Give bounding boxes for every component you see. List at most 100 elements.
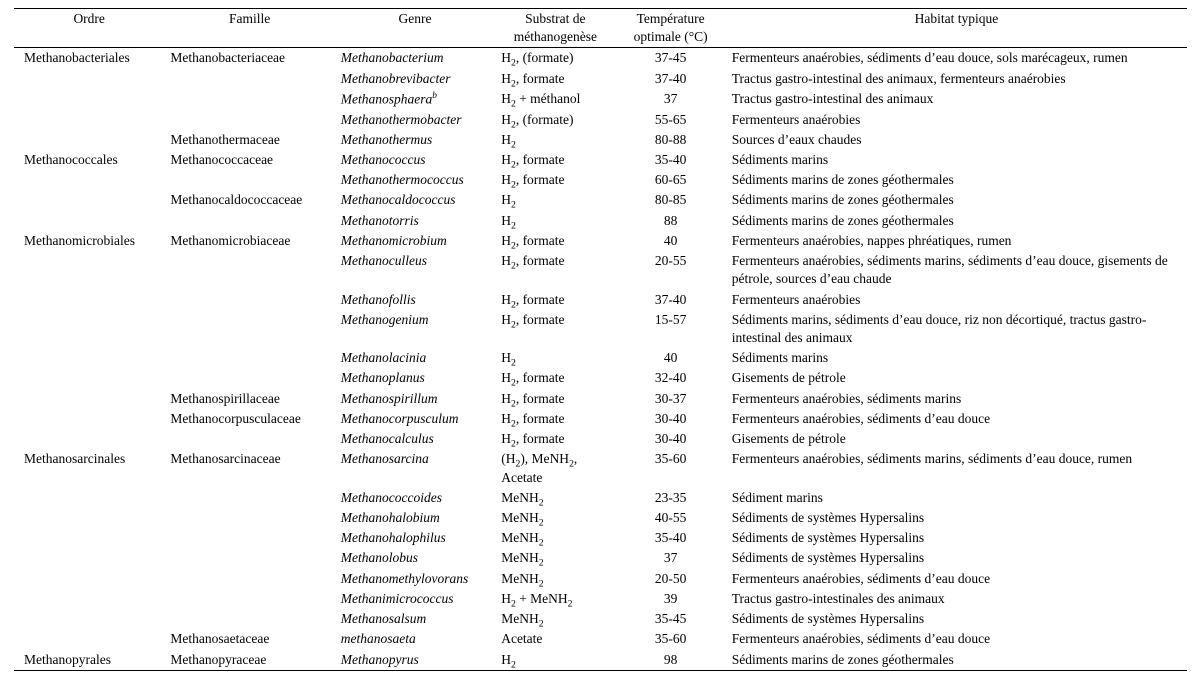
cell-temp: 35-40	[616, 528, 726, 548]
cell-temp: 30-40	[616, 409, 726, 429]
cell-habitat: Sédiment marins	[726, 488, 1187, 508]
cell-genre: Methanotorris	[335, 211, 495, 231]
table-row: MethanospirillaceaeMethanospirillumH2, f…	[14, 389, 1187, 409]
cell-ordre	[14, 310, 164, 348]
cell-famille: Methanospirillaceae	[164, 389, 334, 409]
cell-habitat: Fermenteurs anaérobies, sédiments d’eau …	[726, 409, 1187, 429]
table-row: MethanosaetaceaemethanosaetaAcetate35-60…	[14, 629, 1187, 649]
table-row: MethanoplanusH2, formate32-40Gisements d…	[14, 368, 1187, 388]
cell-famille	[164, 251, 334, 289]
header-genre: Genre	[335, 9, 495, 48]
cell-genre: Methanomicrobium	[335, 231, 495, 251]
cell-habitat: Fermenteurs anaérobies, nappes phréatiqu…	[726, 231, 1187, 251]
cell-temp: 37	[616, 548, 726, 568]
cell-ordre	[14, 569, 164, 589]
cell-temp: 32-40	[616, 368, 726, 388]
cell-habitat: Sédiments marins de zones géothermales	[726, 190, 1187, 210]
table-row: MethanofollisH2, formate37-40Fermenteurs…	[14, 290, 1187, 310]
cell-temp: 15-57	[616, 310, 726, 348]
cell-habitat: Fermenteurs anaérobies	[726, 110, 1187, 130]
cell-famille: Methanobacteriaceae	[164, 48, 334, 69]
methanogen-table: Ordre Famille Genre Substrat de méthanog…	[14, 8, 1187, 671]
cell-ordre	[14, 110, 164, 130]
cell-ordre	[14, 348, 164, 368]
table-row: MethanohalophilusMeNH235-40Sédiments de …	[14, 528, 1187, 548]
table-row: MethanocaldococcaceaeMethanocaldococcusH…	[14, 190, 1187, 210]
cell-substrat: H2 + méthanol	[495, 89, 615, 110]
cell-habitat: Sédiments de systèmes Hypersalins	[726, 528, 1187, 548]
cell-temp: 40	[616, 348, 726, 368]
cell-ordre: Methanococcales	[14, 150, 164, 170]
cell-genre: Methanocorpusculum	[335, 409, 495, 429]
header-substrat-bot: méthanogenèse	[514, 29, 597, 44]
cell-genre: Methanoplanus	[335, 368, 495, 388]
cell-substrat: H2, formate	[495, 69, 615, 89]
cell-famille	[164, 211, 334, 231]
cell-ordre	[14, 211, 164, 231]
header-ordre: Ordre	[14, 9, 164, 48]
cell-genre: Methanothermococcus	[335, 170, 495, 190]
cell-genre: Methanothermobacter	[335, 110, 495, 130]
cell-ordre	[14, 508, 164, 528]
cell-genre: Methanococcus	[335, 150, 495, 170]
cell-substrat: H2, formate	[495, 170, 615, 190]
cell-substrat: H2	[495, 190, 615, 210]
cell-substrat: H2, formate	[495, 310, 615, 348]
cell-habitat: Sédiments marins	[726, 348, 1187, 368]
cell-genre: Methanohalobium	[335, 508, 495, 528]
cell-genre: methanosaeta	[335, 629, 495, 649]
cell-habitat: Fermenteurs anaérobies	[726, 290, 1187, 310]
cell-ordre	[14, 629, 164, 649]
cell-genre: Methanobrevibacter	[335, 69, 495, 89]
cell-habitat: Fermenteurs anaérobies, sédiments d’eau …	[726, 48, 1187, 69]
cell-ordre	[14, 488, 164, 508]
header-row: Ordre Famille Genre Substrat de méthanog…	[14, 9, 1187, 48]
cell-genre: Methanosarcina	[335, 449, 495, 487]
cell-habitat: Sédiments marins de zones géothermales	[726, 211, 1187, 231]
cell-temp: 37	[616, 89, 726, 110]
cell-ordre	[14, 130, 164, 150]
taxonomy-table-page: Ordre Famille Genre Substrat de méthanog…	[0, 0, 1201, 685]
cell-habitat: Fermenteurs anaérobies, sédiments marins	[726, 389, 1187, 409]
cell-genre: Methanohalophilus	[335, 528, 495, 548]
table-row: MethanosarcinalesMethanosarcinaceaeMetha…	[14, 449, 1187, 487]
cell-substrat: (H2), MeNH2, Acetate	[495, 449, 615, 487]
cell-substrat: H2 + MeNH2	[495, 589, 615, 609]
cell-genre: Methanofollis	[335, 290, 495, 310]
cell-substrat: MeNH2	[495, 548, 615, 568]
cell-substrat: Acetate	[495, 629, 615, 649]
table-row: MethanolaciniaH240Sédiments marins	[14, 348, 1187, 368]
cell-habitat: Gisements de pétrole	[726, 429, 1187, 449]
cell-habitat: Sédiments de systèmes Hypersalins	[726, 508, 1187, 528]
cell-temp: 20-55	[616, 251, 726, 289]
cell-habitat: Sédiments de systèmes Hypersalins	[726, 548, 1187, 568]
cell-temp: 37-40	[616, 69, 726, 89]
cell-genre: Methanothermus	[335, 130, 495, 150]
cell-substrat: MeNH2	[495, 508, 615, 528]
header-temp-bot: optimale (°C)	[634, 29, 708, 44]
table-row: MethanomethylovoransMeNH220-50Fermenteur…	[14, 569, 1187, 589]
cell-famille	[164, 368, 334, 388]
cell-habitat: Fermenteurs anaérobies, sédiments marins…	[726, 449, 1187, 487]
cell-famille: Methanomicrobiaceae	[164, 231, 334, 251]
cell-habitat: Sédiments marins de zones géothermales	[726, 650, 1187, 671]
table-row: MethanococcalesMethanococcaceaeMethanoco…	[14, 150, 1187, 170]
cell-ordre	[14, 190, 164, 210]
cell-habitat: Tractus gastro-intestinales des animaux	[726, 589, 1187, 609]
cell-famille	[164, 488, 334, 508]
table-row: MethanothermobacterH2, (formate)55-65Fer…	[14, 110, 1187, 130]
table-body: MethanobacterialesMethanobacteriaceaeMet…	[14, 48, 1187, 670]
cell-substrat: MeNH2	[495, 569, 615, 589]
cell-famille	[164, 569, 334, 589]
cell-genre: Methanospirillum	[335, 389, 495, 409]
cell-temp: 80-88	[616, 130, 726, 150]
cell-habitat: Sédiments marins, sédiments d’eau douce,…	[726, 310, 1187, 348]
cell-famille	[164, 348, 334, 368]
cell-substrat: MeNH2	[495, 609, 615, 629]
cell-ordre: Methanosarcinales	[14, 449, 164, 487]
table-row: MethanopyralesMethanopyraceaeMethanopyru…	[14, 650, 1187, 671]
cell-temp: 80-85	[616, 190, 726, 210]
header-substrat: Substrat de méthanogenèse	[495, 9, 615, 48]
cell-ordre: Methanopyrales	[14, 650, 164, 671]
cell-ordre	[14, 409, 164, 429]
